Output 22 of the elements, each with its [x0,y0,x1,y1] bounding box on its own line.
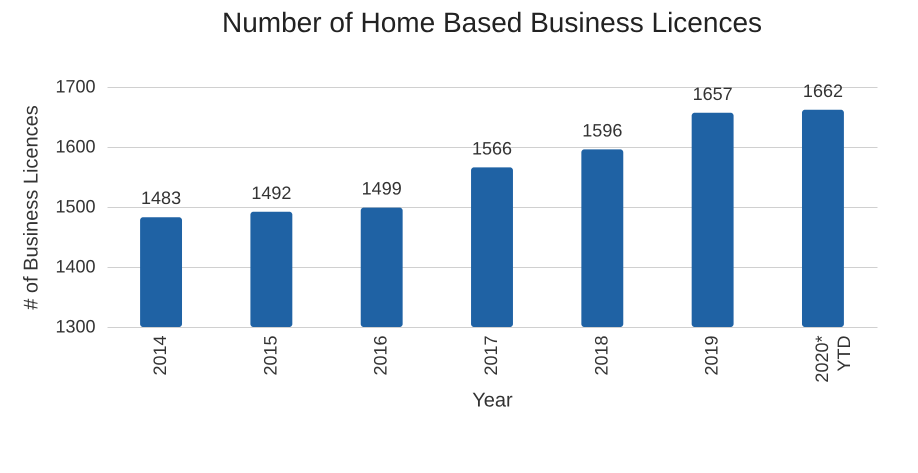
x-tick-label: 2015 [260,336,280,376]
y-tick-label: 1500 [55,196,96,216]
x-tick-label: 2018 [591,336,612,376]
y-tick-label: 1700 [55,76,96,96]
y-tick-label: 1300 [55,316,96,336]
x-tick-label: 2014 [150,336,170,376]
x-tick-label: 2017 [481,336,501,376]
data-label: 1566 [472,138,512,158]
data-label: 1596 [582,120,622,140]
data-label: 1492 [251,182,292,203]
data-label: 1499 [362,178,402,199]
y-tick-label: 1400 [55,256,96,276]
data-label: 1662 [802,80,843,101]
x-tick-label: 2016 [370,336,391,376]
data-label: 1483 [141,188,182,208]
x-axis-title: Year [472,390,514,412]
y-axis-title: # of Business Licences [20,105,42,310]
chart-title: Number of Home Based Business Licences [222,7,762,38]
x-tick-label: 2019 [702,336,722,376]
data-label: 1657 [692,84,733,104]
y-tick-label: 1600 [55,136,96,156]
x-tick-label: 2020* YTD [812,336,854,383]
